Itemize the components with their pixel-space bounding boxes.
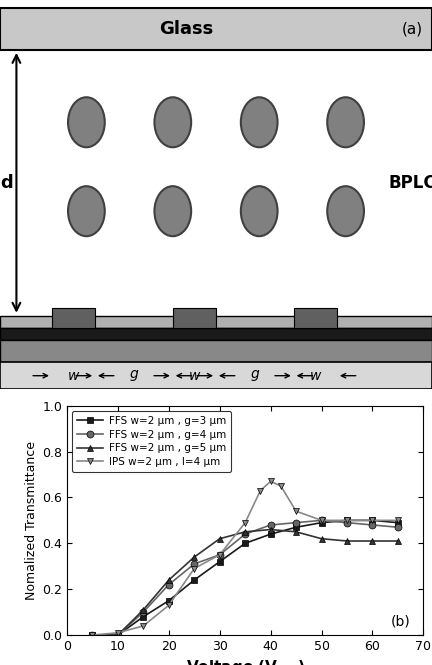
FFS w=2 μm , g=3 μm bbox=[243, 539, 248, 547]
FFS w=2 μm , g=3 μm bbox=[192, 576, 197, 584]
Text: $\it{w}$: $\it{w}$ bbox=[188, 368, 201, 382]
FFS w=2 μm , g=3 μm bbox=[395, 519, 400, 527]
FFS w=2 μm , g=4 μm bbox=[344, 519, 349, 527]
FFS w=2 μm , g=4 μm bbox=[243, 530, 248, 538]
Ellipse shape bbox=[155, 186, 191, 236]
FFS w=2 μm , g=4 μm bbox=[395, 523, 400, 531]
Bar bbox=[173, 309, 216, 328]
FFS w=2 μm , g=5 μm bbox=[344, 537, 349, 545]
FFS w=2 μm , g=5 μm bbox=[268, 525, 273, 533]
Bar bbox=[0, 316, 432, 328]
Ellipse shape bbox=[155, 97, 191, 147]
Ellipse shape bbox=[241, 186, 278, 236]
FFS w=2 μm , g=3 μm bbox=[90, 631, 95, 639]
FFS w=2 μm , g=3 μm bbox=[268, 530, 273, 538]
FFS w=2 μm , g=5 μm bbox=[293, 528, 299, 536]
FFS w=2 μm , g=3 μm bbox=[141, 612, 146, 620]
X-axis label: Voltage (V$_{rms}$): Voltage (V$_{rms}$) bbox=[186, 658, 305, 665]
IPS w=2 μm , l=4 μm bbox=[90, 631, 95, 639]
FFS w=2 μm , g=4 μm bbox=[319, 516, 324, 524]
FFS w=2 μm , g=5 μm bbox=[90, 631, 95, 639]
IPS w=2 μm , l=4 μm bbox=[344, 516, 349, 524]
IPS w=2 μm , l=4 μm bbox=[141, 622, 146, 630]
FFS w=2 μm , g=5 μm bbox=[217, 535, 222, 543]
Bar bbox=[294, 309, 337, 328]
FFS w=2 μm , g=3 μm bbox=[115, 631, 121, 639]
IPS w=2 μm , l=4 μm bbox=[217, 551, 222, 559]
Text: $\it{g}$: $\it{g}$ bbox=[129, 368, 139, 383]
FFS w=2 μm , g=4 μm bbox=[268, 521, 273, 529]
IPS w=2 μm , l=4 μm bbox=[395, 516, 400, 524]
FFS w=2 μm , g=5 μm bbox=[243, 528, 248, 536]
IPS w=2 μm , l=4 μm bbox=[370, 516, 375, 524]
Text: $\it{w}$: $\it{w}$ bbox=[309, 368, 322, 382]
Ellipse shape bbox=[68, 186, 105, 236]
Text: d: d bbox=[0, 174, 13, 192]
Bar bbox=[0, 340, 432, 362]
Ellipse shape bbox=[327, 97, 364, 147]
FFS w=2 μm , g=4 μm bbox=[90, 631, 95, 639]
FFS w=2 μm , g=3 μm bbox=[344, 516, 349, 524]
Text: $\it{g}$: $\it{g}$ bbox=[250, 368, 260, 383]
Ellipse shape bbox=[241, 97, 278, 147]
IPS w=2 μm , l=4 μm bbox=[319, 516, 324, 524]
Ellipse shape bbox=[68, 97, 105, 147]
FFS w=2 μm , g=5 μm bbox=[395, 537, 400, 545]
Line: FFS w=2 μm , g=5 μm: FFS w=2 μm , g=5 μm bbox=[89, 526, 401, 638]
Text: Glass: Glass bbox=[159, 20, 213, 38]
FFS w=2 μm , g=4 μm bbox=[293, 519, 299, 527]
IPS w=2 μm , l=4 μm bbox=[243, 519, 248, 527]
FFS w=2 μm , g=3 μm bbox=[293, 523, 299, 531]
Line: FFS w=2 μm , g=3 μm: FFS w=2 μm , g=3 μm bbox=[89, 517, 401, 638]
FFS w=2 μm , g=5 μm bbox=[319, 535, 324, 543]
Line: FFS w=2 μm , g=4 μm: FFS w=2 μm , g=4 μm bbox=[89, 517, 401, 638]
FFS w=2 μm , g=4 μm bbox=[217, 551, 222, 559]
FFS w=2 μm , g=4 μm bbox=[166, 581, 172, 589]
FFS w=2 μm , g=4 μm bbox=[192, 560, 197, 568]
FFS w=2 μm , g=3 μm bbox=[319, 519, 324, 527]
Text: $\it{w}$: $\it{w}$ bbox=[67, 368, 80, 382]
Ellipse shape bbox=[327, 186, 364, 236]
Bar bbox=[0, 328, 432, 340]
FFS w=2 μm , g=4 μm bbox=[115, 631, 121, 639]
IPS w=2 μm , l=4 μm bbox=[258, 487, 263, 495]
Y-axis label: Nomalized Transmittance: Nomalized Transmittance bbox=[25, 441, 38, 600]
FFS w=2 μm , g=4 μm bbox=[141, 608, 146, 616]
IPS w=2 μm , l=4 μm bbox=[278, 482, 283, 490]
FFS w=2 μm , g=3 μm bbox=[166, 597, 172, 604]
Bar bbox=[0, 362, 432, 389]
FFS w=2 μm , g=3 μm bbox=[370, 516, 375, 524]
FFS w=2 μm , g=3 μm bbox=[217, 558, 222, 566]
IPS w=2 μm , l=4 μm bbox=[293, 507, 299, 515]
Line: IPS w=2 μm , l=4 μm: IPS w=2 μm , l=4 μm bbox=[89, 478, 401, 638]
Legend: FFS w=2 μm , g=3 μm, FFS w=2 μm , g=4 μm, FFS w=2 μm , g=5 μm, IPS w=2 μm , l=4 : FFS w=2 μm , g=3 μm, FFS w=2 μm , g=4 μm… bbox=[72, 411, 231, 472]
FFS w=2 μm , g=5 μm bbox=[166, 576, 172, 584]
Text: (a): (a) bbox=[402, 22, 423, 37]
FFS w=2 μm , g=4 μm bbox=[370, 521, 375, 529]
FFS w=2 μm , g=5 μm bbox=[370, 537, 375, 545]
IPS w=2 μm , l=4 μm bbox=[192, 565, 197, 573]
FFS w=2 μm , g=5 μm bbox=[192, 553, 197, 561]
Text: BPLC: BPLC bbox=[389, 174, 432, 192]
Bar bbox=[0, 9, 432, 50]
IPS w=2 μm , l=4 μm bbox=[115, 629, 121, 637]
IPS w=2 μm , l=4 μm bbox=[166, 601, 172, 609]
Text: (b): (b) bbox=[391, 614, 410, 628]
IPS w=2 μm , l=4 μm bbox=[268, 477, 273, 485]
Bar bbox=[52, 309, 95, 328]
FFS w=2 μm , g=5 μm bbox=[141, 606, 146, 614]
FFS w=2 μm , g=5 μm bbox=[115, 631, 121, 639]
